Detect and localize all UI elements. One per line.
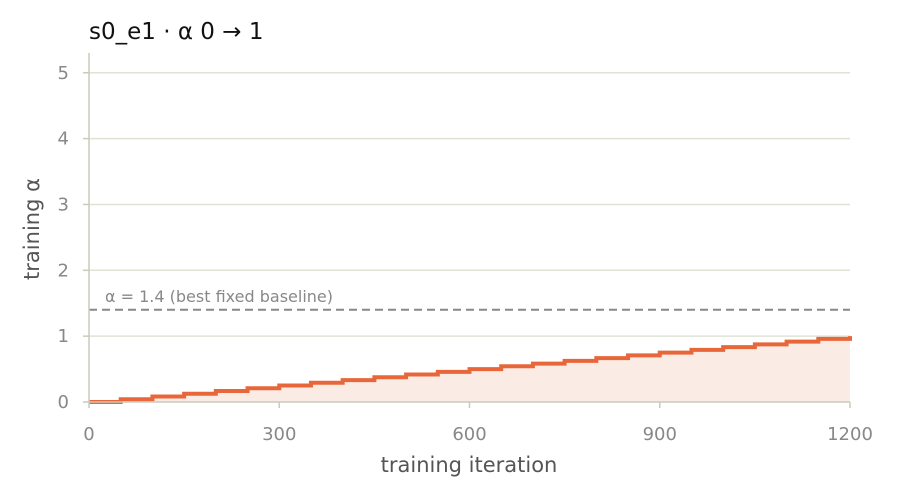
x-tick-label: 300 [262,424,296,445]
x-tick-label: 600 [452,424,486,445]
x-tick-label: 900 [643,424,677,445]
y-tick-label: 0 [58,392,69,413]
y-tick-label: 1 [58,326,69,347]
grid-lines [89,72,850,337]
y-tick-label: 5 [58,63,69,84]
series-line [89,336,852,404]
x-axis-label: training iteration [381,453,558,477]
y-ticks: 0 1 2 3 4 5 [58,63,89,413]
baseline-annotation: α = 1.4 (best fixed baseline) [105,287,333,306]
y-tick-label: 3 [58,194,69,215]
chart-title: s0_e1 · α 0 → 1 [89,19,263,45]
x-tick-label: 0 [83,424,94,445]
x-ticks: 0 300 600 900 1200 [83,402,873,445]
y-tick-label: 2 [58,260,69,281]
x-tick-label: 1200 [827,424,873,445]
y-tick-label: 4 [58,129,69,150]
y-axis-label: training α [20,178,44,280]
